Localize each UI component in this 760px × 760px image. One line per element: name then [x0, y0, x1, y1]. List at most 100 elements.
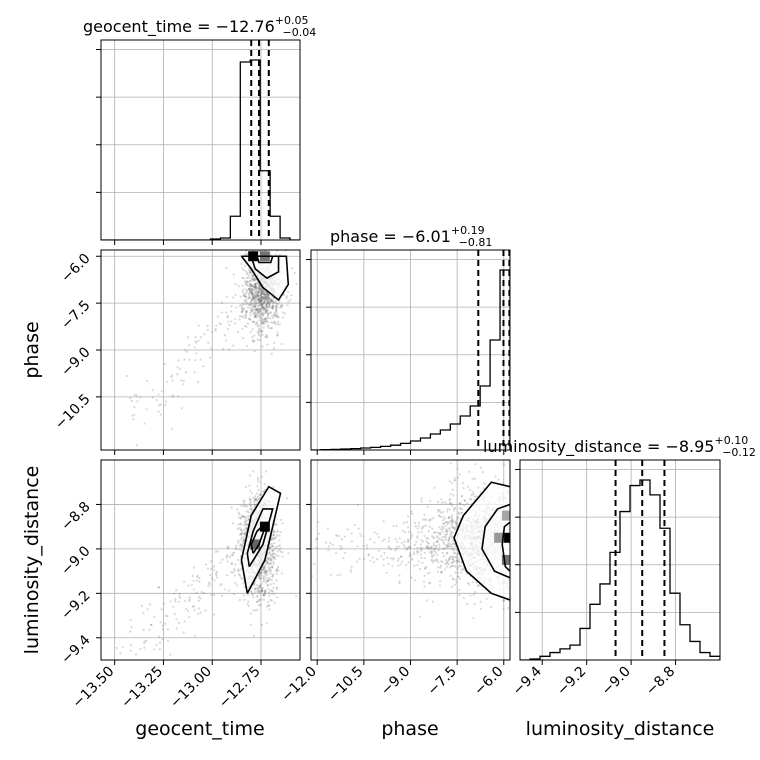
sample-point	[441, 528, 444, 531]
sample-point	[230, 305, 233, 308]
sample-point	[197, 339, 200, 343]
sample-point	[247, 306, 250, 309]
sample-point	[516, 520, 518, 522]
sample-point	[249, 311, 252, 315]
sample-point	[261, 291, 264, 295]
sample-point	[177, 359, 180, 362]
sample-point	[426, 545, 430, 548]
sample-point	[548, 569, 550, 571]
sample-point	[260, 288, 263, 291]
sample-point	[539, 534, 541, 536]
sample-point	[543, 534, 545, 536]
sample-point	[265, 569, 268, 572]
histogram-marks	[311, 250, 510, 450]
sample-point	[239, 254, 242, 257]
sample-point	[234, 293, 237, 297]
sample-point	[277, 555, 280, 558]
sample-point	[456, 552, 459, 555]
sample-point	[239, 544, 242, 548]
sample-point	[275, 307, 278, 311]
density-cell	[250, 539, 261, 550]
sample-point	[440, 570, 443, 573]
sample-point	[242, 336, 245, 340]
sample-point	[254, 283, 257, 286]
sample-point	[524, 522, 526, 524]
sample-point	[430, 559, 433, 562]
sample-point	[262, 292, 266, 295]
sample-point	[515, 519, 517, 521]
sample-point	[272, 556, 275, 560]
sample-point	[273, 530, 276, 533]
sample-point	[158, 648, 162, 651]
sample-point	[490, 605, 493, 609]
sample-point	[336, 574, 339, 577]
sample-point	[591, 540, 593, 542]
sample-point	[274, 304, 277, 307]
sample-point	[513, 538, 515, 540]
sample-point	[272, 549, 275, 552]
sample-point	[269, 562, 272, 565]
sample-point	[253, 315, 256, 318]
sample-point	[254, 286, 257, 290]
sample-point	[524, 535, 526, 537]
sample-point	[150, 623, 153, 626]
sample-point	[199, 611, 202, 614]
sample-point	[513, 566, 515, 568]
sample-point	[169, 600, 172, 603]
sample-point	[455, 522, 458, 525]
sample-point	[420, 539, 423, 542]
sample-point	[353, 524, 356, 527]
sample-point	[560, 547, 562, 549]
sample-point	[433, 486, 436, 489]
sample-point	[571, 571, 573, 573]
sample-point	[533, 573, 535, 575]
sample-point	[257, 309, 260, 312]
sample-point	[252, 274, 255, 277]
sample-point	[570, 548, 572, 550]
sample-point	[530, 528, 532, 530]
sample-point	[254, 312, 257, 315]
sample-point	[285, 496, 289, 500]
sample-point	[265, 320, 269, 323]
sample-point	[238, 526, 241, 530]
sample-point	[265, 296, 268, 299]
sample-point	[253, 289, 256, 292]
sample-point	[152, 648, 155, 651]
sample-point	[315, 538, 318, 541]
sample-point	[266, 321, 269, 324]
sample-point	[458, 560, 461, 563]
sample-point	[245, 300, 248, 304]
sample-point	[547, 546, 549, 548]
sample-point	[424, 518, 427, 521]
sample-point	[460, 494, 464, 498]
sample-point	[260, 571, 264, 574]
sample-point	[526, 550, 528, 552]
x-tick-label: −13.00	[167, 664, 215, 712]
sample-point	[551, 534, 553, 536]
sample-point	[252, 596, 255, 599]
sample-point	[413, 564, 416, 567]
sample-point	[260, 291, 263, 294]
sample-point	[524, 538, 526, 540]
sample-point	[396, 559, 399, 562]
sample-point	[268, 300, 271, 304]
sample-point	[527, 569, 529, 571]
sample-point	[250, 589, 253, 592]
sample-point	[535, 550, 537, 552]
sample-point	[192, 605, 195, 608]
sample-point	[215, 570, 218, 573]
sample-point	[357, 527, 360, 530]
sample-point	[448, 537, 451, 540]
sample-point	[405, 563, 408, 566]
sample-point	[521, 535, 523, 537]
sample-point	[245, 283, 248, 286]
sample-point	[522, 536, 524, 538]
sample-point	[254, 323, 258, 326]
y-tick-label: −9.4	[58, 632, 93, 667]
sample-point	[270, 300, 273, 303]
sample-point	[266, 584, 269, 587]
sample-point	[547, 548, 549, 550]
sample-point	[406, 540, 410, 543]
sample-point	[239, 516, 243, 519]
sample-point	[267, 579, 270, 582]
